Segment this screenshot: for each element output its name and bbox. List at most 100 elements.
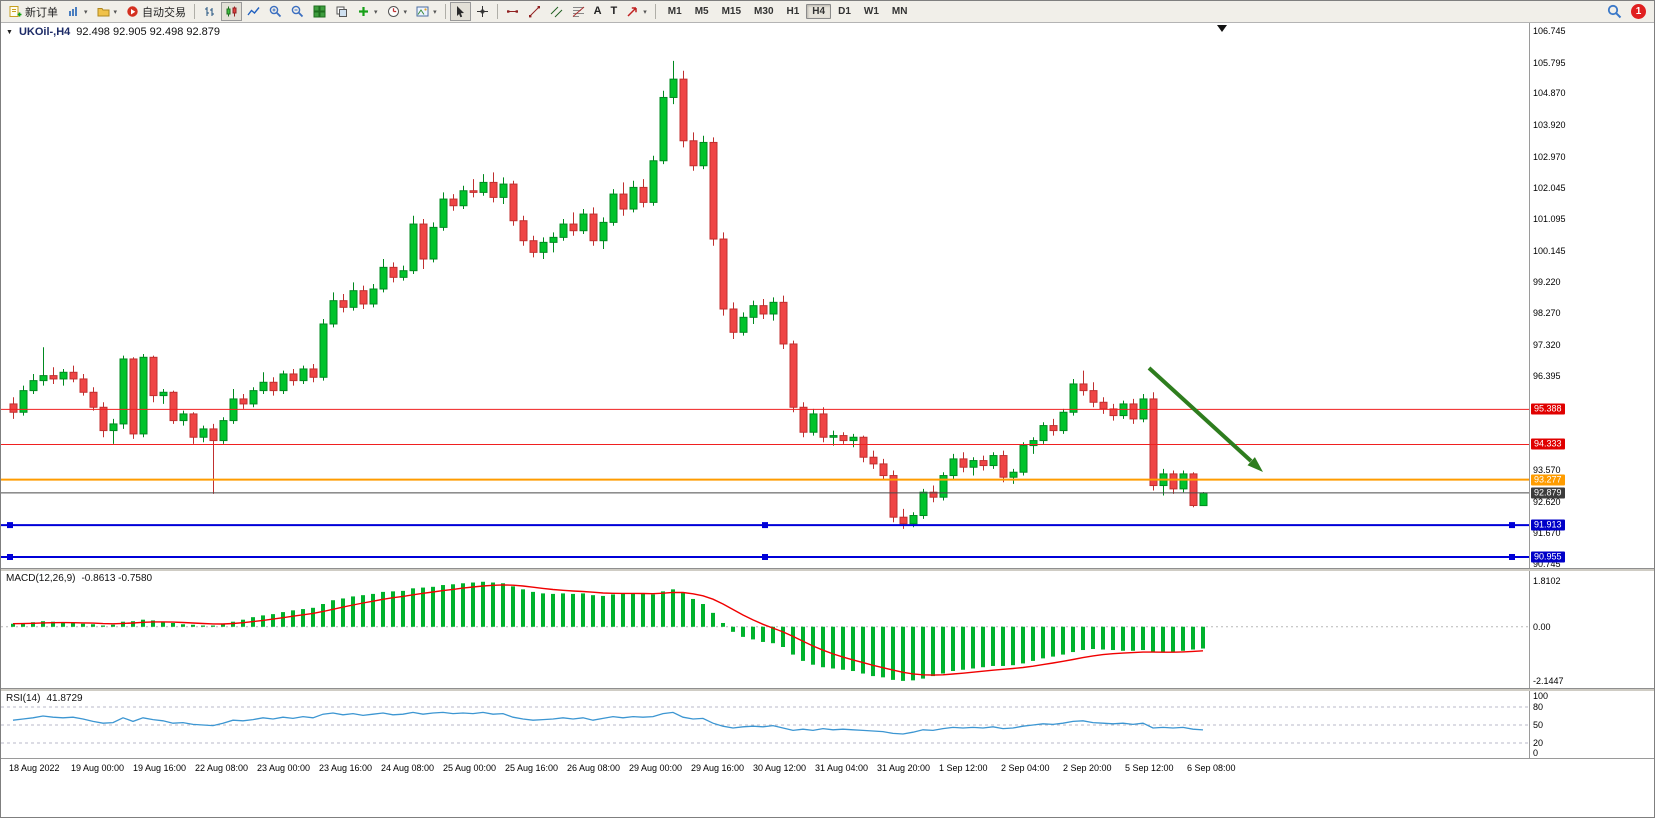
candlestick-chart-button[interactable] — [221, 2, 243, 21]
new-order-button[interactable]: 新订单 — [5, 2, 62, 21]
text-label-button[interactable]: T — [607, 2, 622, 21]
horizontal-line-button[interactable] — [502, 2, 523, 21]
rsi-axis[interactable]: 100 80 50 20 0 — [1530, 691, 1654, 758]
price-tick: 99.220 — [1533, 276, 1561, 287]
price-tick: 93.570 — [1533, 464, 1561, 475]
collapse-icon[interactable]: ▼ — [6, 28, 13, 36]
macd-axis[interactable]: 1.8102 0.00 -2.1447 — [1530, 571, 1654, 688]
cascade-windows-button[interactable] — [331, 2, 352, 21]
timeframe-button-m5[interactable]: M5 — [694, 6, 709, 17]
rsi-plot-area[interactable]: RSI(14) 41.8729 — [1, 691, 1530, 758]
new-order-label: 新订单 — [25, 6, 58, 19]
macd-axis-tick: 0.00 — [1533, 621, 1551, 632]
crosshair-button[interactable] — [472, 2, 493, 21]
time-label: 19 Aug 16:00 — [133, 763, 187, 773]
price-badge: 95.388 — [1531, 403, 1565, 415]
window-bottom-area — [1, 778, 1654, 817]
cascade-windows-icon — [336, 6, 348, 17]
rsi-panel: RSI(14) 41.8729 100 80 50 20 0 — [1, 691, 1654, 758]
rsi-label: RSI(14) 41.8729 — [6, 693, 83, 704]
channel-button[interactable] — [546, 2, 567, 21]
chart-title: ▼ UKOil-,H4 92.498 92.905 92.498 92.879 — [6, 26, 220, 38]
time-label: 29 Aug 16:00 — [691, 763, 745, 773]
chart-shift-marker[interactable] — [1217, 25, 1227, 32]
templates-button[interactable]: ▾ — [412, 2, 441, 21]
rsi-axis-tick: 50 — [1533, 720, 1544, 730]
line-chart-icon — [247, 7, 260, 16]
price-tick: 91.670 — [1533, 528, 1561, 539]
periods-button[interactable]: ▾ — [383, 2, 412, 21]
macd-axis-tick: -2.1447 — [1533, 676, 1564, 686]
trendline-button[interactable] — [524, 2, 545, 21]
timeframe-button-mn[interactable]: MN — [891, 6, 908, 17]
macd-label: MACD(12,26,9) -0.8613 -0.7580 — [6, 573, 152, 584]
price-tick: 103.920 — [1533, 120, 1566, 131]
price-badge: 94.333 — [1531, 438, 1565, 450]
auto-trading-button[interactable]: 自动交易 — [122, 2, 190, 21]
text-icon: A — [593, 5, 602, 17]
macd-plot-area[interactable]: MACD(12,26,9) -0.8613 -0.7580 — [1, 571, 1530, 688]
price-tick: 98.270 — [1533, 308, 1561, 319]
tile-windows-button[interactable] — [309, 2, 330, 21]
timeframe-button-d1[interactable]: D1 — [838, 6, 851, 17]
chevron-down-icon: ▾ — [113, 8, 118, 16]
macd-chart — [1, 581, 1529, 681]
horizontal-line-object[interactable] — [1, 522, 1529, 529]
main-chart-panel: ▼ UKOil-,H4 92.498 92.905 92.498 92.879 … — [1, 23, 1654, 568]
chevron-down-icon: ▾ — [403, 8, 408, 16]
fibonacci-icon — [572, 6, 584, 17]
timeframe-button-m1[interactable]: M1 — [667, 6, 682, 17]
rsi-axis-tick: 0 — [1533, 748, 1539, 758]
price-badge: 90.955 — [1531, 551, 1565, 563]
zoom-in-button[interactable] — [265, 2, 286, 21]
text-label-icon: T — [610, 5, 618, 17]
fibonacci-button[interactable] — [568, 2, 589, 21]
cursor-button[interactable] — [449, 2, 471, 21]
time-label: 31 Aug 04:00 — [815, 763, 869, 773]
chart-plot-area[interactable]: ▼ UKOil-,H4 92.498 92.905 92.498 92.879 — [1, 23, 1530, 568]
panel-splitter[interactable] — [1, 568, 1654, 571]
arrow-tool-icon — [627, 7, 638, 17]
chevron-down-icon: ▾ — [643, 8, 647, 16]
template-icon — [416, 6, 429, 17]
zoom-out-button[interactable] — [287, 2, 308, 21]
timeframe-button-h1[interactable]: H1 — [786, 6, 800, 17]
bar-chart-button[interactable] — [199, 2, 220, 21]
timeframe-button-w1[interactable]: W1 — [863, 6, 879, 17]
timeframe-button-h4[interactable]: H4 — [806, 4, 832, 19]
time-axis[interactable]: 18 Aug 2022 19 Aug 00:00 19 Aug 16:00 22 Au… — [1, 758, 1654, 778]
chevron-down-icon: ▾ — [433, 8, 437, 16]
time-label: 6 Sep 08:00 — [1187, 763, 1236, 773]
text-button[interactable]: A — [590, 2, 606, 21]
line-chart-button[interactable] — [243, 2, 264, 21]
profiles-button[interactable]: ▾ — [93, 2, 122, 21]
rsi-chart — [1, 706, 1529, 744]
search-icon — [1607, 4, 1622, 19]
indicators-button[interactable]: ▾ — [353, 2, 382, 21]
timeframe-button-m30[interactable]: M30 — [754, 6, 774, 17]
price-tick: 106.745 — [1533, 26, 1566, 36]
timeframe-button-m15[interactable]: M15 — [721, 6, 742, 17]
search-button[interactable] — [1603, 2, 1626, 21]
time-label: 2 Sep 20:00 — [1063, 763, 1112, 773]
time-label: 26 Aug 08:00 — [567, 763, 621, 773]
price-tick: 104.870 — [1533, 88, 1566, 99]
new-chart-icon — [69, 7, 77, 16]
toolbar-separator — [444, 4, 446, 19]
price-axis[interactable]: 106.745 105.795 104.870 103.920 102.970 102.0… — [1530, 23, 1654, 568]
macd-axis-tick: 1.8102 — [1533, 576, 1561, 586]
trend-arrow-object[interactable] — [1147, 366, 1263, 472]
time-label: 22 Aug 08:00 — [195, 763, 249, 773]
price-tick: 102.045 — [1533, 182, 1566, 193]
arrows-button[interactable]: ▾ — [622, 2, 651, 21]
new-chart-button[interactable]: ▾ — [63, 2, 92, 21]
price-tick: 100.145 — [1533, 245, 1566, 256]
cursor-icon — [456, 6, 464, 18]
toolbar-separator — [496, 4, 498, 19]
price-badge: 93.277 — [1531, 474, 1565, 486]
horizontal-line-object[interactable] — [1, 554, 1529, 561]
notification-badge[interactable]: 1 — [1631, 4, 1646, 19]
panel-splitter[interactable] — [1, 688, 1654, 691]
time-label: 25 Aug 16:00 — [505, 763, 559, 773]
